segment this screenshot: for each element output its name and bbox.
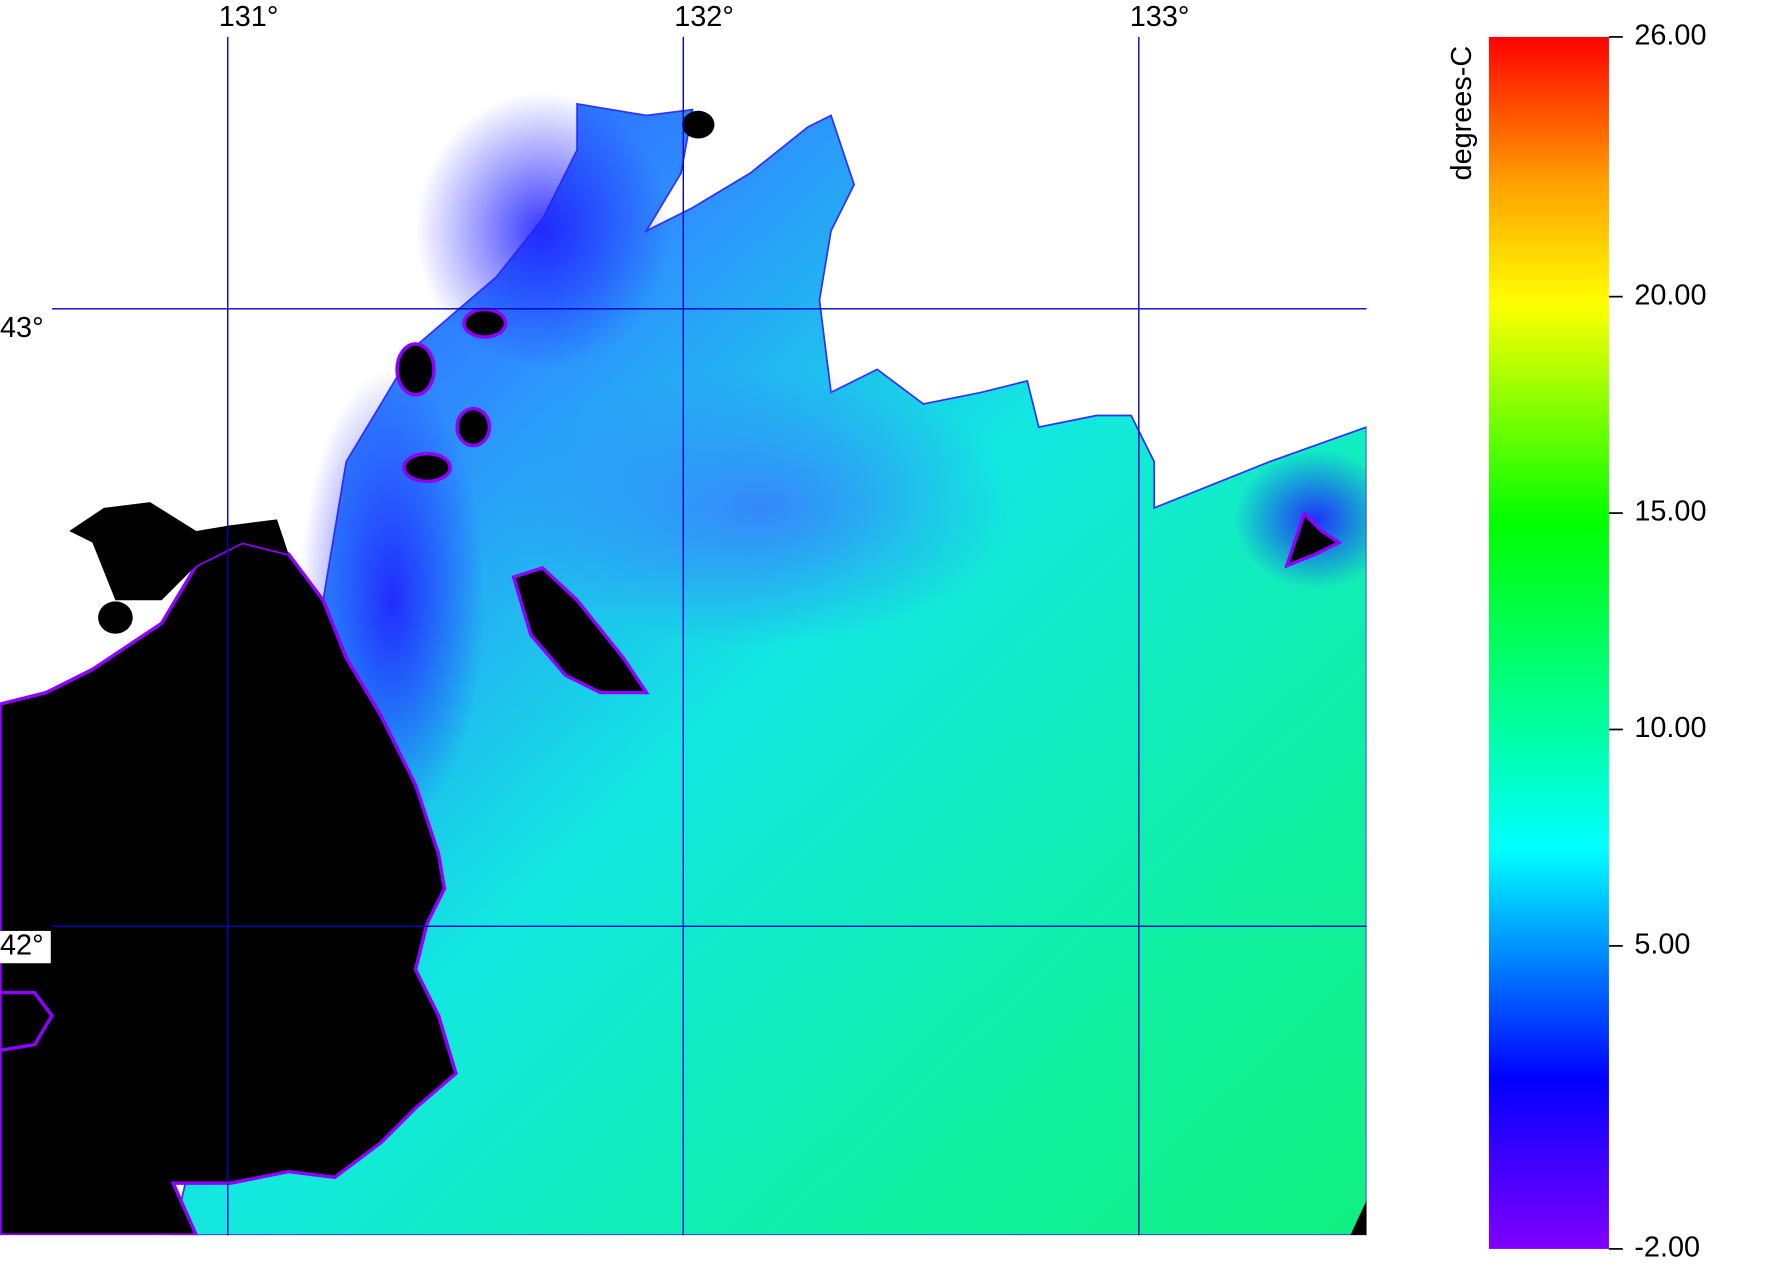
land	[1350, 1200, 1367, 1236]
island	[402, 451, 452, 484]
island	[682, 110, 715, 139]
colorbar-tick-label: 20.00	[1634, 279, 1706, 311]
island	[511, 565, 650, 695]
label-background	[0, 930, 51, 964]
colorbar-tick-label: 5.00	[1634, 929, 1690, 961]
colorbar-tick-label: 15.00	[1634, 496, 1706, 528]
cold-coastal-water	[415, 92, 670, 370]
colorbar-tick-label: 10.00	[1634, 712, 1706, 744]
island	[1284, 510, 1343, 569]
land	[69, 502, 289, 601]
cold-patch	[507, 369, 1016, 647]
island	[395, 342, 436, 397]
label-background	[0, 313, 51, 346]
colorbar-tick-label: -2.00	[1634, 1232, 1700, 1264]
graticule	[51, 36, 1367, 1236]
latitude-label: 43°	[0, 312, 44, 344]
longitude-label: 132°	[674, 1, 734, 33]
colorbar	[1488, 36, 1609, 1249]
cold-coastal-water	[1235, 450, 1367, 589]
longitude-label: 131°	[219, 1, 279, 33]
island	[462, 307, 508, 339]
island	[455, 406, 492, 448]
colorbar-label: degrees-C	[1446, 46, 1478, 181]
colorbar-tick-label: 26.00	[1634, 20, 1706, 52]
latitude-label: 42°	[0, 930, 44, 962]
map-area	[0, 92, 1367, 1236]
island	[98, 601, 133, 634]
longitude-label: 133°	[1130, 1, 1190, 33]
